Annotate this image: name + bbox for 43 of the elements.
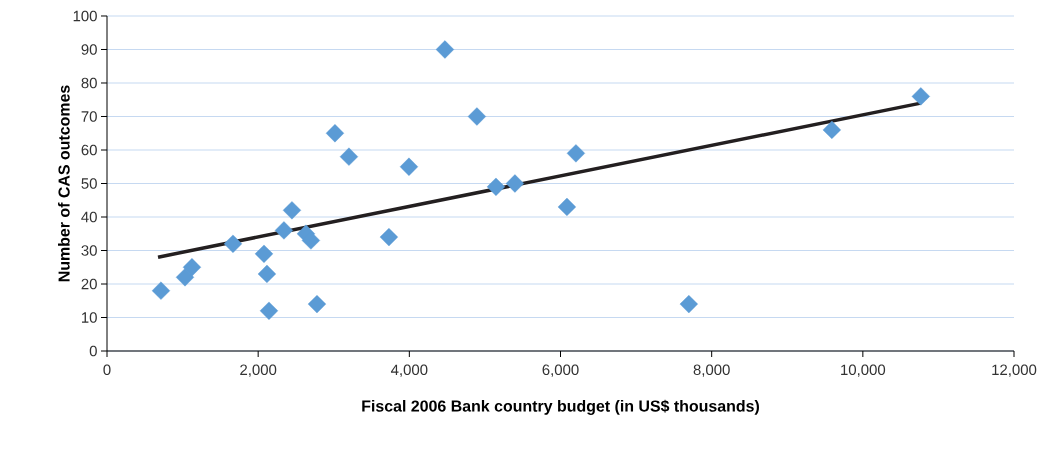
point [399,157,419,176]
y-tick-label: 10 [82,312,97,323]
point [301,231,321,250]
point [822,120,841,140]
x-tick-label: 12,000 [992,364,1037,377]
point [911,87,930,106]
point [223,234,243,253]
point [182,258,202,277]
x-tick-label: 10,000 [841,364,886,377]
x-tick-label: 8,000 [693,364,730,377]
point [379,227,399,247]
y-tick-label: 60 [81,144,97,156]
point [257,264,277,284]
point [679,294,698,314]
y-tick-label: 30 [81,245,97,256]
y-tick-label: 70 [81,111,97,122]
y-tick-label: 20 [81,278,97,290]
point [325,124,345,143]
y-axis-title: Number of CAS outcomes [58,85,70,282]
y-tick-label: 50 [81,178,97,189]
point [339,147,359,166]
y-tick-label: 80 [81,77,97,89]
y-tick-label: 40 [81,211,97,223]
point [282,201,302,220]
point [151,281,171,300]
y-tick-label: 0 [89,345,97,357]
point [566,144,586,163]
point [435,40,455,59]
point [557,197,577,217]
y-tick-label: 100 [73,10,97,22]
point [274,221,294,240]
point [259,301,279,320]
point [467,107,487,126]
point [254,244,274,263]
x-tick-label: 0 [103,364,111,376]
point [505,174,525,193]
x-tick-label: 6,000 [542,364,579,377]
x-axis-title: Fiscal 2006 Bank country budget (in US$ thousands) [362,399,759,415]
point [307,294,327,314]
point [486,177,506,196]
y-tick-label: 90 [81,44,97,55]
x-tick-label: 2,000 [240,364,277,377]
x-tick-label: 4,000 [390,364,428,377]
